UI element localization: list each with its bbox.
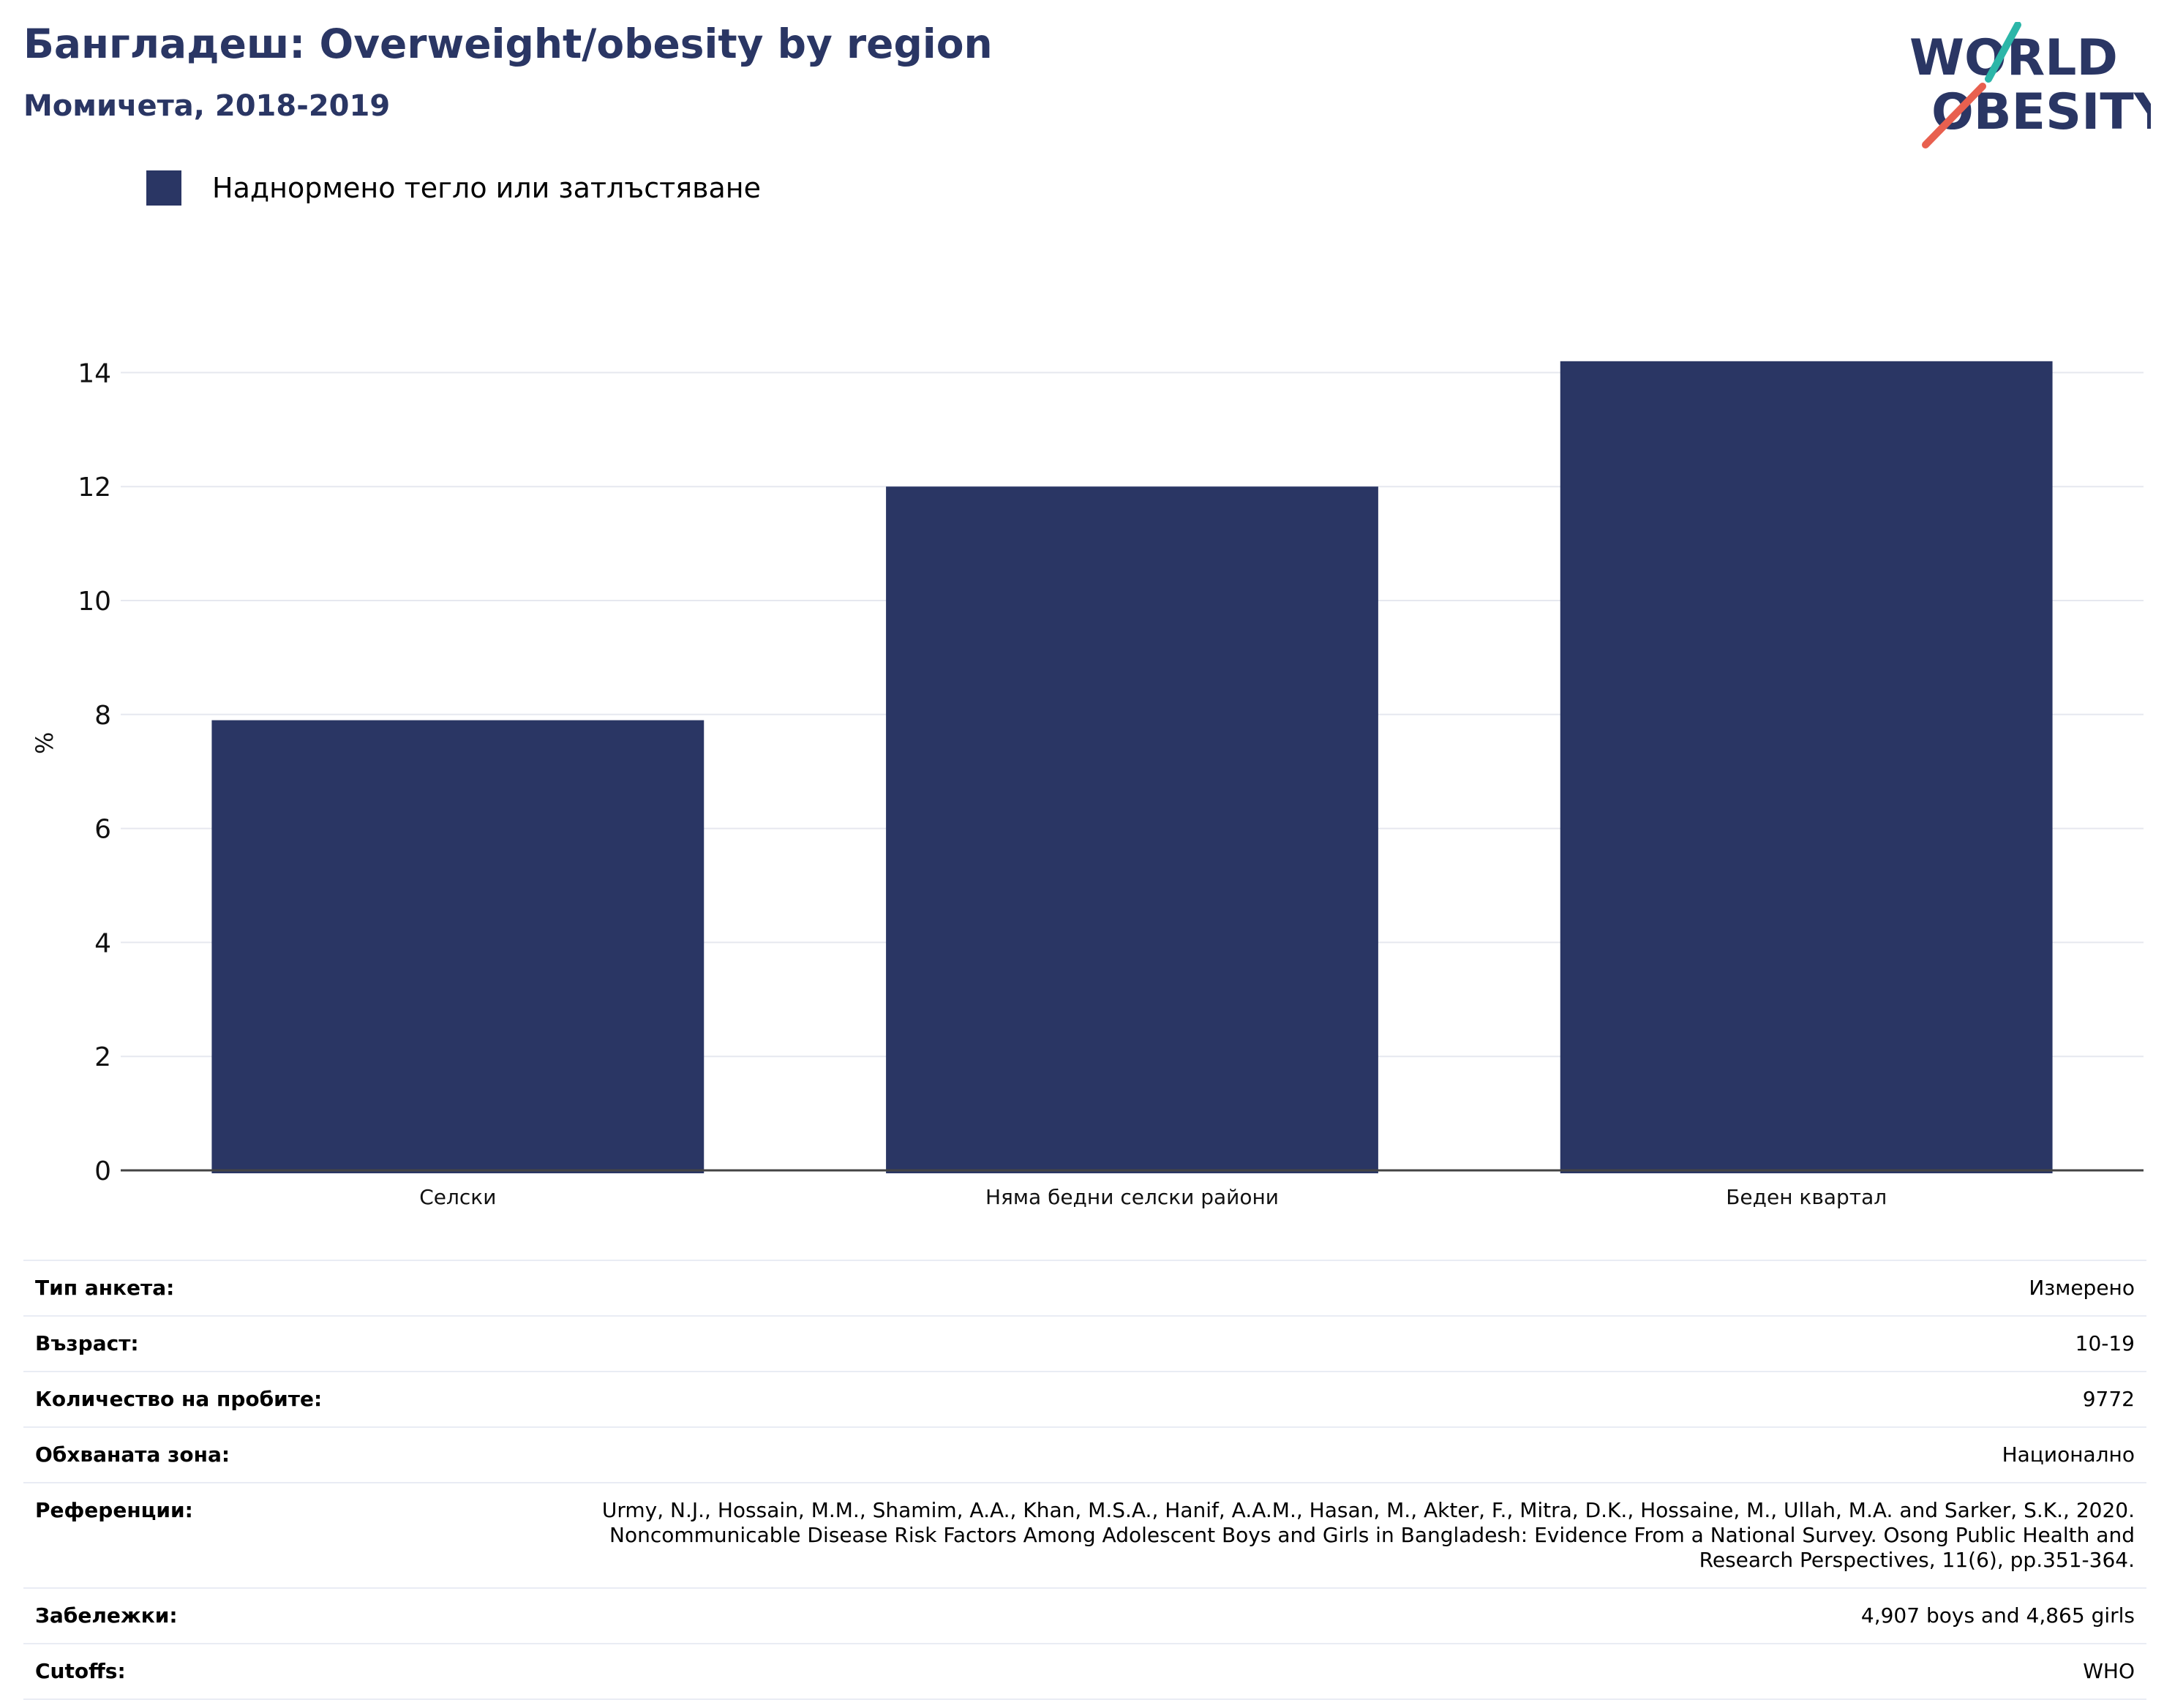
y-tick-label: 10 bbox=[78, 587, 111, 617]
info-row: Забележки: 4,907 boys and 4,865 girls bbox=[23, 1588, 2146, 1644]
x-tick-label: Няма бедни селски райони bbox=[985, 1185, 1279, 1209]
info-row: Референции: Urmy, N.J., Hossain, M.M., S… bbox=[23, 1483, 2146, 1588]
world-obesity-logo: WORLD OBESITY bbox=[1909, 22, 2151, 148]
x-tick-label: Беден квартал bbox=[1726, 1185, 1887, 1209]
info-row: Тип анкета: Измерено bbox=[23, 1260, 2146, 1316]
info-table: Тип анкета: Измерено Възраст: 10-19 Коли… bbox=[23, 1260, 2146, 1700]
info-row: Възраст: 10-19 bbox=[23, 1316, 2146, 1372]
x-tick-label: Селски bbox=[419, 1185, 496, 1209]
info-value: Национално bbox=[2002, 1442, 2135, 1467]
legend: Наднормено тегло или затлъстяване bbox=[146, 170, 761, 206]
info-row: Cutoffs: WHO bbox=[23, 1644, 2146, 1699]
y-tick-label: 4 bbox=[94, 928, 111, 958]
info-key: Тип анкета: bbox=[35, 1276, 175, 1300]
chart-title: Бангладеш: Overweight/obesity by region bbox=[23, 20, 993, 67]
bar bbox=[1560, 361, 2053, 1173]
bar bbox=[886, 486, 1378, 1173]
y-tick-label: 14 bbox=[78, 358, 111, 388]
y-axis-title: % bbox=[31, 732, 59, 754]
legend-label: Наднормено тегло или затлъстяване bbox=[212, 172, 761, 204]
info-row: Количество на пробите: 9772 bbox=[23, 1372, 2146, 1427]
y-tick-label: 2 bbox=[94, 1042, 111, 1072]
info-value: 9772 bbox=[2082, 1387, 2135, 1411]
bar-chart: 0 2 4 6 8 10 12 14% Селски Няма бедни селски райо… bbox=[31, 358, 2144, 1209]
info-value: 4,907 boys and 4,865 girls bbox=[1860, 1603, 2135, 1628]
info-row: Обхваната зона: Национално bbox=[23, 1427, 2146, 1483]
info-key: Обхваната зона: bbox=[35, 1442, 230, 1467]
y-tick-label: 6 bbox=[94, 815, 111, 845]
logo-slash-teal bbox=[1985, 22, 2021, 83]
info-value: WHO bbox=[2083, 1659, 2135, 1683]
info-value: Urmy, N.J., Hossain, M.M., Shamim, A.A.,… bbox=[601, 1498, 2135, 1572]
info-value: 10-19 bbox=[2075, 1331, 2135, 1355]
chart-subtitle: Момичета, 2018-2019 bbox=[23, 89, 391, 123]
logo-word-obesity: OBESITY bbox=[1931, 83, 2151, 141]
y-tick-label: 8 bbox=[94, 701, 111, 731]
legend-swatch bbox=[146, 170, 181, 206]
y-tick-label: 0 bbox=[94, 1156, 111, 1186]
info-key: Референции: bbox=[35, 1498, 193, 1522]
info-key: Възраст: bbox=[35, 1331, 139, 1355]
logo-slash-coral bbox=[1922, 83, 1986, 148]
info-key: Количество на пробите: bbox=[35, 1387, 323, 1411]
info-key: Забележки: bbox=[35, 1603, 178, 1628]
info-key: Cutoffs: bbox=[35, 1659, 126, 1683]
bar bbox=[211, 720, 705, 1173]
y-tick-label: 12 bbox=[78, 473, 111, 503]
info-value: Измерено bbox=[2029, 1276, 2135, 1300]
